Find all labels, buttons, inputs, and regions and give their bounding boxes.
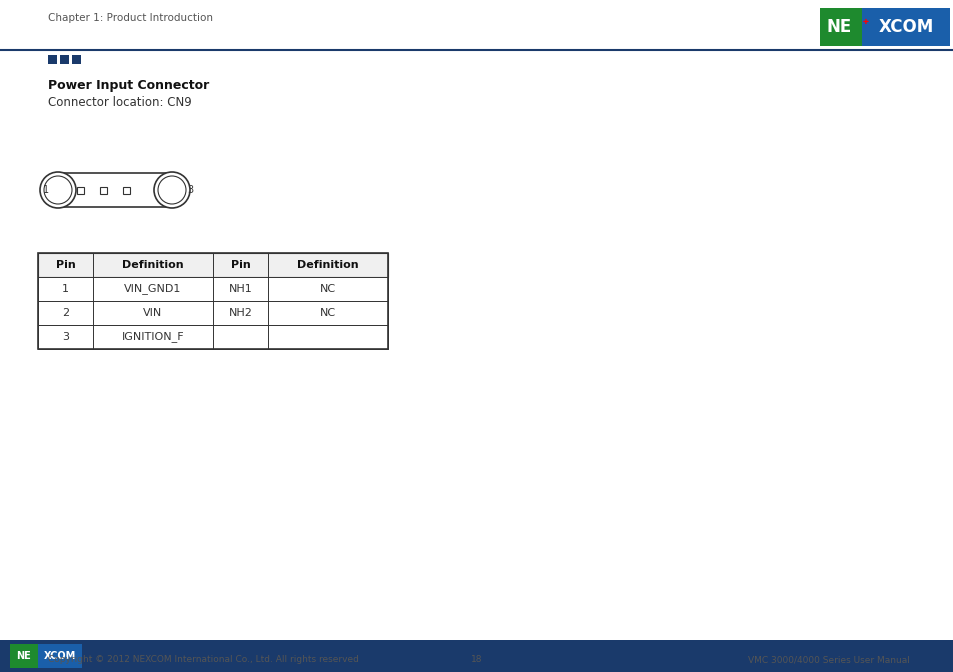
Text: 2: 2 [62, 308, 69, 318]
Text: NC: NC [319, 308, 335, 318]
Bar [77, 187, 85, 194]
Text: 1: 1 [43, 185, 49, 195]
Text: IGNITION_F: IGNITION_F [122, 331, 184, 343]
Text: Definition: Definition [297, 260, 358, 270]
Bar [123, 187, 131, 194]
Bar [38, 325, 388, 349]
Text: Copyright © 2012 NEXCOM International Co., Ltd. All rights reserved: Copyright © 2012 NEXCOM International Co… [48, 655, 358, 665]
Text: VMC 3000/4000 Series User Manual: VMC 3000/4000 Series User Manual [747, 655, 909, 665]
Bar [48, 55, 57, 64]
Text: Chapter 1: Product Introduction: Chapter 1: Product Introduction [48, 13, 213, 23]
Bar [56, 173, 173, 207]
Text: NH1: NH1 [229, 284, 253, 294]
Bar [100, 187, 108, 194]
Circle shape [40, 172, 76, 208]
Text: 3: 3 [187, 185, 193, 195]
Text: NH2: NH2 [229, 308, 253, 318]
Text: ✚: ✚ [862, 19, 868, 26]
Bar [38, 301, 388, 325]
Text: VIN: VIN [143, 308, 162, 318]
Bar [10, 644, 38, 668]
Text: NE: NE [825, 18, 851, 36]
Bar [38, 253, 388, 277]
Text: XCOM: XCOM [878, 18, 933, 36]
Circle shape [44, 176, 71, 204]
Bar [38, 277, 388, 301]
Text: Connector location: CN9: Connector location: CN9 [48, 95, 192, 108]
Bar [60, 55, 69, 64]
Circle shape [153, 172, 190, 208]
Bar [38, 253, 388, 349]
Text: VIN_GND1: VIN_GND1 [124, 284, 181, 294]
Text: Pin: Pin [231, 260, 250, 270]
Bar [71, 55, 81, 64]
Bar [862, 8, 949, 46]
Text: 18: 18 [471, 655, 482, 665]
Text: 1: 1 [62, 284, 69, 294]
Text: NE: NE [16, 651, 31, 661]
Text: Pin: Pin [55, 260, 75, 270]
Bar [0, 640, 953, 672]
Circle shape [158, 176, 186, 204]
Text: 3: 3 [62, 332, 69, 342]
Text: XCOM: XCOM [44, 651, 76, 661]
Text: Power Input Connector: Power Input Connector [48, 79, 209, 93]
Bar [820, 8, 862, 46]
Text: NC: NC [319, 284, 335, 294]
Text: Definition: Definition [122, 260, 184, 270]
Bar [38, 644, 82, 668]
